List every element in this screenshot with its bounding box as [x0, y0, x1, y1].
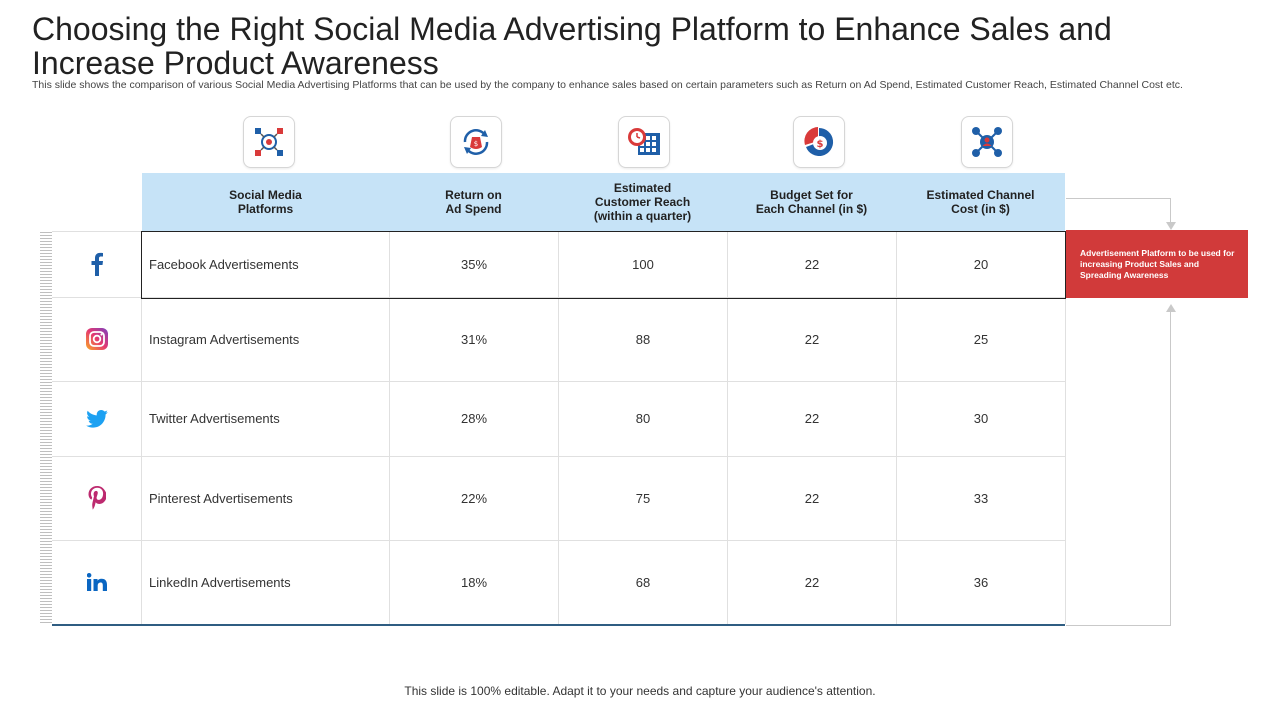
table-cell-roas: 35%: [460, 256, 488, 272]
table-cell-platform: Facebook Advertisements: [149, 256, 299, 272]
table-cell-platform: Pinterest Advertisements: [149, 490, 293, 506]
table-cell-roas: 18%: [460, 574, 488, 590]
decorative-stripe: [40, 232, 52, 625]
table-cell-cost: 30: [973, 411, 989, 426]
table-cell-roas: 28%: [460, 411, 488, 426]
table-cell-roas: 22%: [460, 490, 488, 506]
table-cell-cost: 36: [973, 574, 989, 590]
money-bag-cycle-icon: $: [450, 116, 502, 168]
facebook-icon: [52, 231, 142, 297]
connector-line: [1066, 625, 1171, 626]
page-subtitle: This slide shows the comparison of vario…: [32, 79, 1183, 91]
divider: [141, 231, 142, 624]
network-target-icon: [243, 116, 295, 168]
header-budget: Budget Set for Each Channel (in $): [755, 188, 868, 216]
table-cell-reach: 80: [635, 411, 651, 426]
dollar-pie-chart-icon: $: [793, 116, 845, 168]
table-cell-platform: Twitter Advertisements: [149, 411, 280, 426]
arrow-down-icon: [1166, 222, 1176, 230]
table-cell-roas: 31%: [460, 331, 488, 347]
instagram-icon: [52, 297, 142, 381]
connector-line: [1066, 198, 1171, 199]
table-cell-platform: LinkedIn Advertisements: [149, 574, 291, 590]
table-cell-reach: 68: [635, 574, 651, 590]
table-cell-reach: 75: [635, 490, 651, 506]
page-title: Choosing the Right Social Media Advertis…: [32, 11, 1112, 81]
header-customer-reach: Estimated Customer Reach (within a quart…: [593, 181, 692, 223]
divider: [727, 231, 728, 624]
header-channel-cost: Estimated Channel Cost (in $): [926, 188, 1035, 216]
svg-text:$: $: [817, 139, 824, 150]
twitter-icon: [52, 381, 142, 456]
footer-note: This slide is 100% editable. Adapt it to…: [404, 684, 876, 698]
header-return-on-ad-spend: Return on Ad Spend: [445, 188, 502, 216]
table-cell-budget: 22: [804, 411, 820, 426]
divider: [1065, 231, 1066, 624]
table-cell-budget: 22: [804, 490, 820, 506]
table-header: Social Media Platforms Return on Ad Spen…: [142, 173, 1065, 231]
table-cell-reach: 88: [635, 331, 651, 347]
table-cell-budget: 22: [804, 331, 820, 347]
table-cell-cost: 20: [973, 256, 989, 272]
table-cell-budget: 22: [804, 574, 820, 590]
calendar-clock-icon: [618, 116, 670, 168]
people-network-icon: [961, 116, 1013, 168]
arrow-up-icon: [1166, 304, 1176, 312]
divider: [389, 231, 390, 624]
highlighted-row-outline: [141, 231, 1066, 299]
table-cell-cost: 25: [973, 331, 989, 347]
divider: [558, 231, 559, 624]
table-cell-reach: 100: [632, 256, 654, 272]
header-platforms: Social Media Platforms: [229, 188, 302, 216]
pinterest-icon: [52, 456, 142, 540]
svg-text:$: $: [474, 140, 478, 148]
table-cell-cost: 33: [973, 490, 989, 506]
recommendation-callout: Advertisement Platform to be used for in…: [1066, 230, 1248, 298]
table-cell-platform: Instagram Advertisements: [149, 331, 300, 347]
table-cell-budget: 22: [804, 256, 820, 272]
table-bottom-border: [52, 624, 1065, 626]
connector-line: [1170, 311, 1171, 625]
divider: [896, 231, 897, 624]
linkedin-icon: [52, 540, 142, 624]
connector-line: [1170, 198, 1171, 224]
